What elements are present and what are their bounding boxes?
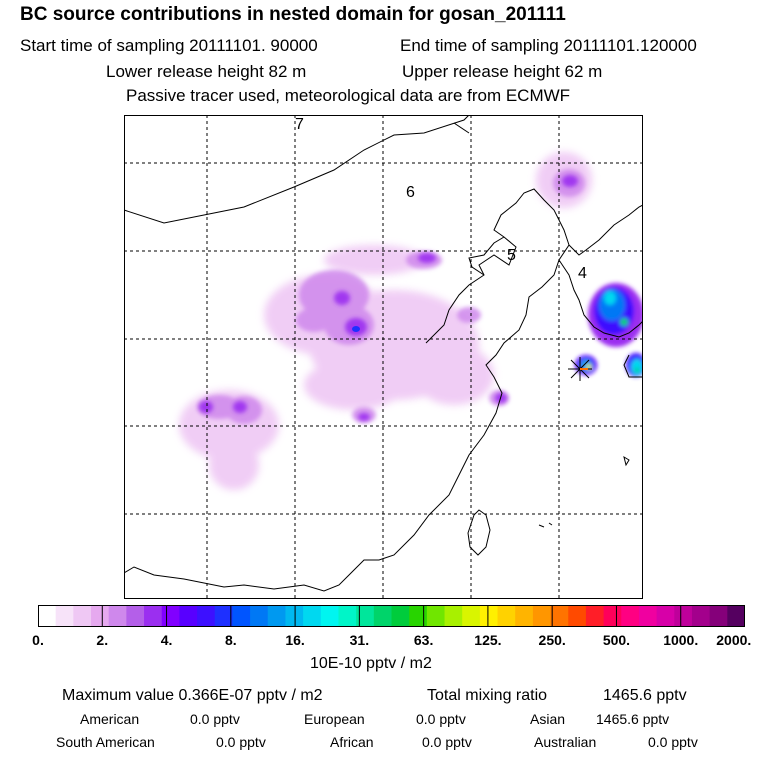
colorbar-cell <box>73 605 92 627</box>
colorbar-frame <box>38 605 745 627</box>
colorbar-tick-label: 1000. <box>663 632 699 648</box>
colorbar-cell <box>38 605 57 627</box>
maximum-value: Maximum value 0.366E-07 pptv / m2 <box>62 687 323 704</box>
contour-label: 4 <box>578 265 587 282</box>
colorbar <box>38 605 745 627</box>
colorbar-cell <box>603 605 622 627</box>
colorbar-cell <box>126 605 145 627</box>
concentration-field <box>179 152 643 490</box>
colorbar-cell <box>338 605 357 627</box>
colorbar-cell <box>214 605 234 627</box>
colorbar-cell <box>373 605 393 627</box>
colorbar-cell <box>409 605 428 627</box>
region-label-european: European <box>304 711 365 727</box>
colorbar-cell <box>197 605 216 627</box>
map-frame <box>124 115 643 599</box>
coastlines <box>124 115 643 592</box>
colorbar-cell <box>656 605 675 627</box>
region-label-australian: Australian <box>534 734 597 750</box>
colorbar-cell <box>621 605 640 627</box>
colorbar-cell <box>55 605 74 627</box>
region-value-european: 0.0 pptv <box>416 711 466 727</box>
lat-lon-grid <box>124 115 643 599</box>
contour-label: 5 <box>507 247 516 264</box>
colorbar-cell <box>303 605 322 627</box>
start-time-label: Start time of sampling 20111101. 90000 <box>20 36 318 55</box>
colorbar-tick-label: 500. <box>602 632 631 648</box>
colorbar-cell <box>462 605 481 627</box>
colorbar-cell <box>727 605 745 627</box>
colorbar-cell <box>320 605 340 627</box>
colorbar-tick-label: 125. <box>474 632 502 648</box>
colorbar-cell <box>356 605 375 627</box>
colorbar-tick-label: 4. <box>160 632 173 648</box>
colorbar-cell <box>709 605 728 627</box>
colorbar-cell <box>515 605 534 627</box>
colorbar-tick-label: 8. <box>224 632 237 648</box>
colorbar-cells <box>38 605 745 627</box>
source-contribution-map: 7 6 5 4 <box>124 115 643 599</box>
colorbar-dividers <box>101 605 682 627</box>
figure-title: BC source contributions in nested domain… <box>20 4 566 25</box>
region-label-african: African <box>330 734 374 750</box>
colorbar-cell <box>91 605 110 627</box>
colorbar-cell <box>585 605 605 627</box>
tracer-note: Passive tracer used, meteorological data… <box>126 86 571 105</box>
colorbar-tick-label: 16. <box>285 632 305 648</box>
colorbar-cell <box>232 605 251 627</box>
colorbar-cell <box>285 605 304 627</box>
colorbar-tick-label: 250. <box>538 632 566 648</box>
region-label-asian: Asian <box>530 711 566 727</box>
colorbar-tick-label: 2. <box>96 632 109 648</box>
region-value-asian: 1465.6 pptv <box>596 711 670 727</box>
colorbar-cell <box>674 605 693 627</box>
colorbar-cell <box>497 605 516 627</box>
colorbar-cell <box>426 605 446 627</box>
contour-label: 7 <box>295 116 304 133</box>
colorbar-cell <box>161 605 181 627</box>
region-value-south-american: 0.0 pptv <box>216 734 266 750</box>
colorbar-cell <box>179 605 198 627</box>
colorbar-cell <box>108 605 127 627</box>
hotspot <box>352 326 360 332</box>
lower-release-height: Lower release height 82 m <box>106 62 307 81</box>
region-value-african: 0.0 pptv <box>422 734 472 750</box>
colorbar-cell <box>568 605 587 627</box>
colorbar-tick-label: 2000. <box>716 632 752 648</box>
colorbar-tick-label: 31. <box>349 632 370 648</box>
upper-release-height: Upper release height 62 m <box>402 62 603 81</box>
colorbar-cell <box>444 605 463 627</box>
total-mixing-label: Total mixing ratio <box>427 687 548 704</box>
end-time-label: End time of sampling 20111101.120000 <box>400 36 697 55</box>
colorbar-cell <box>638 605 658 627</box>
contour-label: 6 <box>406 184 415 201</box>
colorbar-cell <box>691 605 711 627</box>
colorbar-cell <box>479 605 499 627</box>
total-mixing-value: 1465.6 pptv <box>603 687 687 704</box>
colorbar-cell <box>550 605 569 627</box>
region-label-american: American <box>80 711 140 727</box>
colorbar-cell <box>250 605 269 627</box>
region-value-american: 0.0 pptv <box>190 711 240 727</box>
region-label-south-american: South American <box>56 734 155 750</box>
colorbar-cell <box>391 605 410 627</box>
colorbar-cell <box>532 605 552 627</box>
region-value-australian: 0.0 pptv <box>648 734 698 750</box>
colorbar-cell <box>267 605 287 627</box>
colorbar-tick-label: 63. <box>413 632 434 648</box>
colorbar-cell <box>144 605 163 627</box>
colorbar-tick-label: 0. <box>32 632 44 648</box>
colorbar-units: 10E-10 pptv / m2 <box>310 655 432 672</box>
